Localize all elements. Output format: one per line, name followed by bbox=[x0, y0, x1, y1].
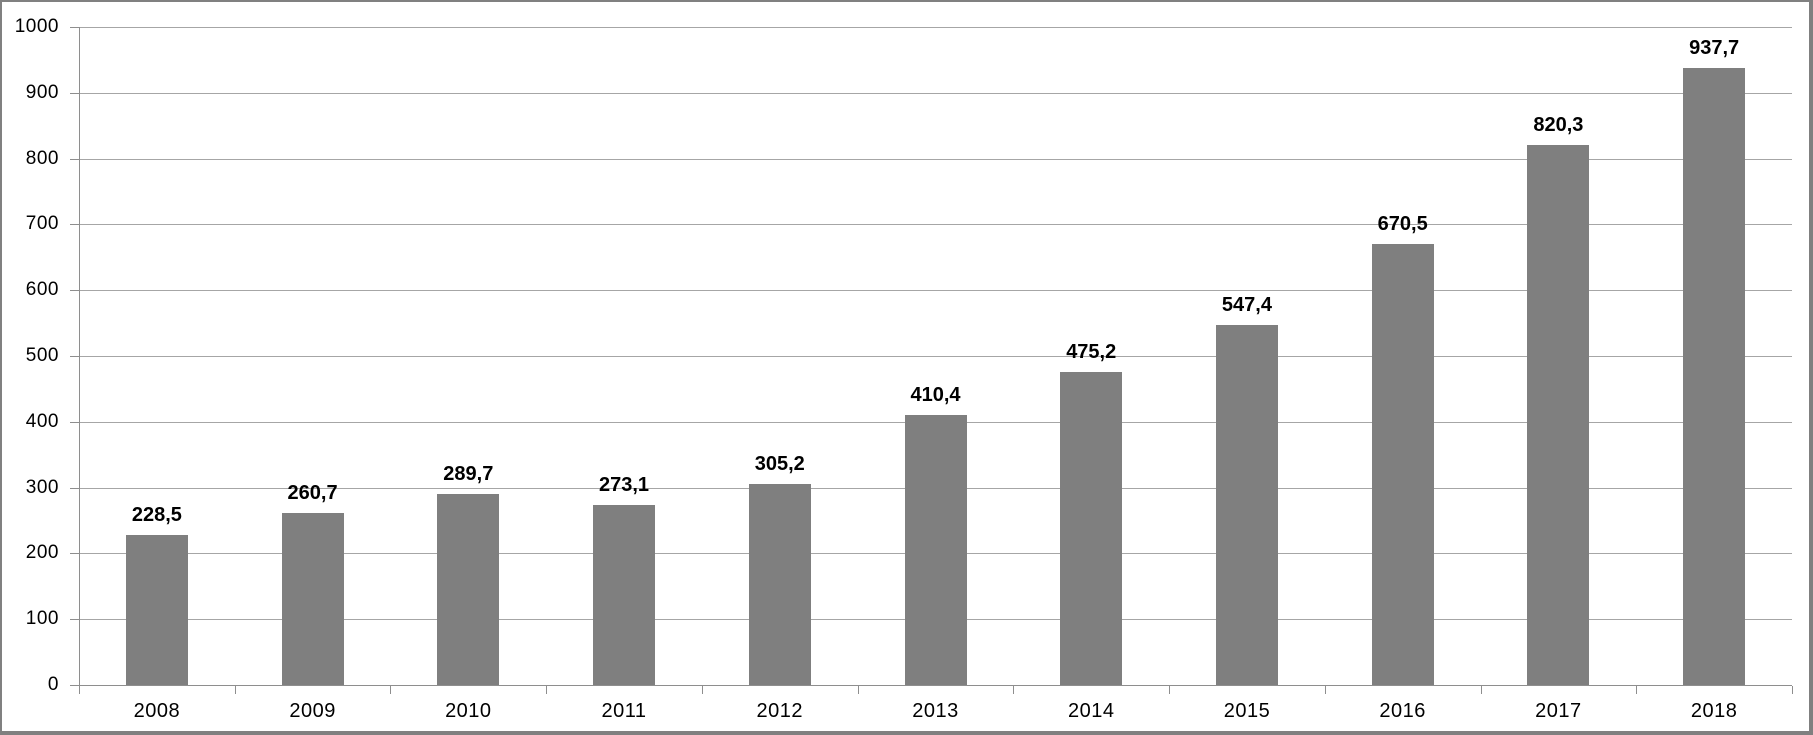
x-axis-tick-label: 2009 bbox=[289, 700, 336, 722]
x-axis-tick-label: 2008 bbox=[133, 700, 181, 722]
bar-2018 bbox=[1683, 67, 1746, 685]
y-axis-tick-label: 200 bbox=[25, 542, 59, 564]
y-axis-tick-label: 500 bbox=[25, 345, 59, 366]
bar-value-label: 670,5 bbox=[1377, 212, 1428, 235]
y-axis-tick-label: 100 bbox=[25, 608, 59, 630]
x-axis-tick bbox=[857, 686, 859, 694]
y-axis-tick bbox=[70, 619, 79, 621]
bar-2017 bbox=[1527, 145, 1590, 685]
x-axis-tick bbox=[234, 686, 236, 694]
y-axis-tick-label: 700 bbox=[25, 213, 59, 235]
bar-value-label: 228,5 bbox=[131, 503, 182, 526]
y-axis-tick bbox=[70, 92, 79, 94]
y-axis-tick bbox=[70, 487, 79, 489]
y-axis-tick bbox=[70, 421, 79, 423]
x-axis-tick bbox=[1324, 686, 1326, 694]
bar-value-label: 273,1 bbox=[599, 474, 650, 497]
bar-2012 bbox=[748, 484, 811, 685]
y-axis-tick-label: 0 bbox=[47, 674, 59, 695]
x-axis-tick bbox=[1169, 686, 1171, 694]
bar-2011 bbox=[593, 505, 656, 685]
x-axis-tick-label: 2018 bbox=[1690, 700, 1738, 722]
x-axis-tick bbox=[701, 686, 703, 694]
y-axis-tick-label: 300 bbox=[25, 476, 59, 498]
y-axis-tick bbox=[70, 290, 79, 292]
x-axis-tick bbox=[1792, 686, 1793, 694]
gridline bbox=[79, 356, 1792, 357]
x-axis-tick-label: 2013 bbox=[912, 700, 959, 722]
y-axis-line bbox=[79, 27, 80, 693]
x-axis-tick-label: 2017 bbox=[1535, 700, 1582, 722]
bar-2014 bbox=[1060, 372, 1123, 685]
x-axis-tick-label: 2014 bbox=[1067, 700, 1115, 722]
x-axis-tick bbox=[1636, 686, 1638, 694]
y-axis-tick bbox=[70, 224, 79, 226]
bar-value-label: 475,2 bbox=[1066, 341, 1117, 364]
y-axis-tick bbox=[70, 27, 79, 28]
x-axis-tick bbox=[1013, 686, 1015, 694]
x-axis-tick-label: 2012 bbox=[756, 700, 804, 722]
x-axis-tick-label: 2011 bbox=[601, 700, 647, 722]
bar-value-label: 547,4 bbox=[1221, 293, 1272, 316]
x-axis-line bbox=[79, 685, 1792, 686]
x-axis-tick bbox=[390, 686, 392, 694]
bar-2008 bbox=[125, 534, 188, 685]
y-axis-tick bbox=[70, 685, 79, 686]
bar-value-label: 410,4 bbox=[910, 383, 961, 406]
bar-value-label: 260,7 bbox=[287, 482, 338, 505]
gridline bbox=[79, 27, 1792, 28]
y-axis-tick-label: 900 bbox=[25, 81, 59, 103]
y-axis-tick bbox=[70, 553, 79, 555]
gridline bbox=[79, 158, 1792, 160]
x-axis-tick-label: 2010 bbox=[445, 700, 492, 722]
gridline bbox=[79, 290, 1792, 292]
y-axis-tick bbox=[70, 356, 79, 357]
x-axis-tick-label: 2016 bbox=[1379, 700, 1426, 722]
x-axis-tick bbox=[1480, 686, 1482, 694]
bar-value-label: 289,7 bbox=[443, 463, 494, 486]
bar-2013 bbox=[904, 414, 967, 685]
x-axis-tick-label: 2015 bbox=[1223, 700, 1271, 722]
bar-value-label: 937,7 bbox=[1689, 36, 1740, 59]
bar-2015 bbox=[1215, 324, 1278, 685]
bar-2010 bbox=[437, 494, 500, 685]
bar-value-label: 820,3 bbox=[1533, 114, 1584, 137]
gridline bbox=[79, 224, 1792, 226]
bar-2016 bbox=[1371, 243, 1434, 685]
y-axis-tick bbox=[70, 158, 79, 160]
y-axis-tick-label: 800 bbox=[25, 147, 59, 169]
y-axis-tick-label: 400 bbox=[25, 410, 59, 432]
x-axis-tick bbox=[546, 686, 548, 694]
gridline bbox=[79, 92, 1792, 94]
y-axis-tick-label: 600 bbox=[25, 279, 59, 301]
y-axis-tick-label: 1000 bbox=[14, 16, 59, 37]
bar-2009 bbox=[281, 513, 344, 685]
bar-value-label: 305,2 bbox=[754, 453, 805, 476]
